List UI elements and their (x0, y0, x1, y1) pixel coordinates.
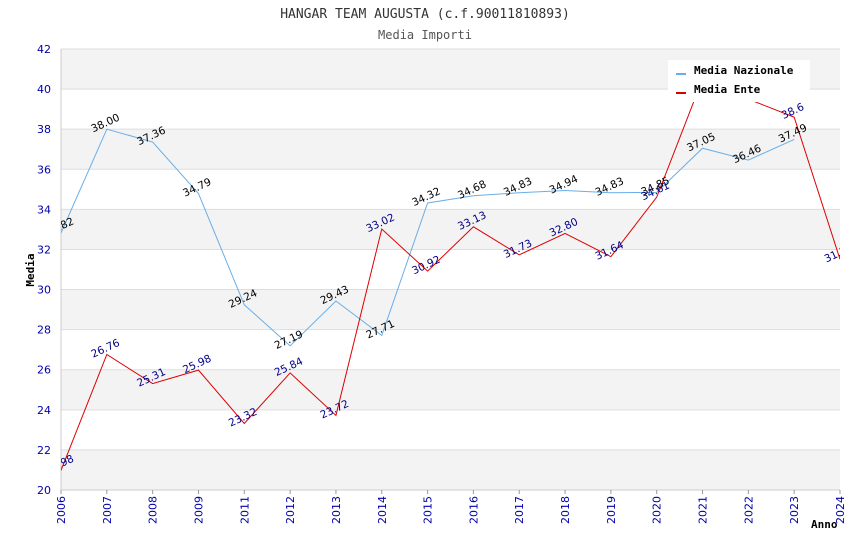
x-tick-label: 2006 (55, 496, 68, 524)
y-tick-label: 34 (37, 203, 51, 216)
y-tick-label: 28 (37, 324, 51, 337)
y-tick-label: 20 (37, 484, 51, 497)
y-tick-label: 40 (37, 83, 51, 96)
legend-label: Media Nazionale (694, 64, 794, 77)
x-tick-label: 2013 (330, 496, 343, 524)
grid-band (61, 129, 840, 170)
data-label: 34.83 (502, 175, 534, 199)
x-tick-label: 2018 (559, 496, 572, 524)
x-axis-label: Anno (811, 518, 838, 531)
data-label: 30.92 (410, 254, 442, 278)
grid-band (61, 209, 840, 250)
grid-band (61, 449, 840, 490)
x-tick-label: 2007 (101, 496, 114, 524)
x-tick-label: 2020 (651, 496, 664, 524)
x-tick-label: 2009 (192, 496, 205, 524)
x-tick-label: 2019 (605, 496, 618, 524)
data-label: 27.19 (273, 328, 305, 352)
x-tick-label: 2015 (422, 496, 435, 524)
x-tick-label: 2021 (697, 496, 710, 524)
grid-lines (61, 48, 840, 491)
y-tick-label: 26 (37, 364, 51, 377)
grid-band (61, 289, 840, 330)
chart-subtitle: Media Importi (378, 28, 472, 42)
x-tick-label: 2017 (513, 496, 526, 524)
axes (60, 49, 840, 491)
legend-label: Media Ente (694, 83, 761, 96)
y-tick-label: 22 (37, 444, 51, 457)
legend: Media Nazionale Media Ente (668, 60, 810, 102)
x-tick-label: 2024 (834, 496, 847, 524)
grid-band (61, 369, 840, 410)
series-line-media-nazionale (61, 128, 795, 347)
y-tick-label: 30 (37, 284, 51, 297)
x-tick-label: 2022 (742, 496, 755, 524)
x-ticks: 2006 2007 2008 2009 2011 2012 2013 2014 2015 2016… (55, 490, 847, 524)
data-label: 38.6 (780, 101, 807, 122)
legend-box (668, 60, 810, 102)
y-axis-label: Media (24, 253, 37, 286)
data-label: 34.83 (593, 175, 625, 199)
y-tick-label: 32 (37, 243, 51, 256)
y-ticks: 20 22 24 26 28 30 32 34 36 38 40 42 (37, 43, 51, 497)
y-tick-label: 38 (37, 123, 51, 136)
y-tick-label: 42 (37, 43, 51, 56)
x-tick-label: 2014 (376, 496, 389, 524)
x-tick-label: 2012 (284, 496, 297, 524)
x-tick-label: 2023 (788, 496, 801, 524)
chart-title: HANGAR TEAM AUGUSTA (c.f.90011810893) (280, 7, 570, 22)
y-tick-label: 24 (37, 404, 51, 417)
grid-bands (61, 49, 840, 490)
data-label: 34.68 (456, 178, 488, 202)
x-tick-label: 2008 (147, 496, 160, 524)
x-tick-label: 2011 (238, 496, 251, 524)
y-tick-label: 36 (37, 163, 51, 176)
data-label: 34.94 (548, 173, 581, 197)
x-tick-label: 2016 (467, 496, 480, 524)
